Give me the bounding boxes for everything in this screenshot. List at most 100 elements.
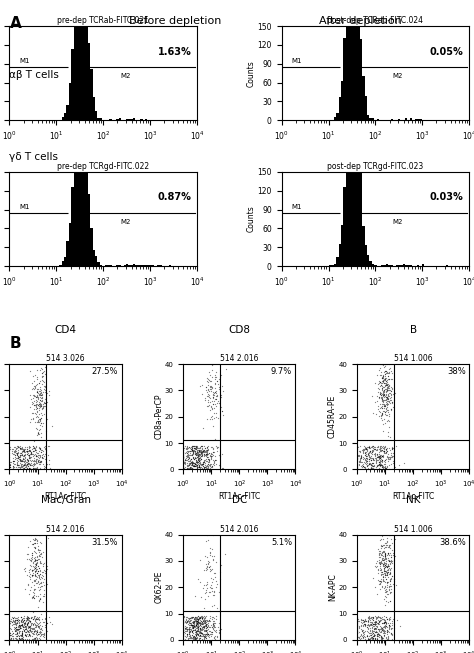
Point <box>379 628 387 638</box>
Point <box>23 454 31 465</box>
Point <box>180 459 187 470</box>
Point <box>200 613 208 623</box>
Point <box>207 404 214 415</box>
Point <box>206 393 213 404</box>
Point <box>180 611 188 622</box>
Point <box>31 390 38 401</box>
Point <box>33 374 40 385</box>
Point <box>209 613 216 624</box>
Point <box>367 628 374 638</box>
Point <box>377 565 385 575</box>
Point <box>204 629 211 639</box>
Point <box>370 449 377 459</box>
Point <box>380 630 388 641</box>
Point <box>356 455 364 466</box>
Point <box>385 622 393 633</box>
Point <box>193 450 201 460</box>
Point <box>201 616 209 626</box>
Point <box>40 376 47 387</box>
Point <box>387 449 395 460</box>
Point <box>379 390 386 400</box>
Point <box>361 454 369 464</box>
Point <box>188 626 195 636</box>
Point <box>374 390 381 401</box>
Point <box>205 375 212 385</box>
Point <box>381 551 389 562</box>
Point <box>208 544 216 554</box>
Point <box>361 454 369 465</box>
Point <box>33 633 40 643</box>
Point <box>185 622 193 633</box>
Point <box>363 444 370 454</box>
Point <box>33 451 40 461</box>
Point <box>25 456 32 466</box>
Point <box>201 449 208 459</box>
Point <box>194 459 201 470</box>
Point <box>16 633 23 643</box>
Point <box>37 571 45 582</box>
Point <box>383 539 391 550</box>
Point <box>33 614 41 624</box>
Point <box>370 460 378 470</box>
Y-axis label: CD8a-PerCP: CD8a-PerCP <box>154 394 163 439</box>
Point <box>39 387 46 398</box>
Point <box>381 370 389 381</box>
Point <box>382 617 390 628</box>
Point <box>198 380 206 390</box>
Point <box>22 627 29 637</box>
Point <box>382 463 389 473</box>
Point <box>199 613 207 623</box>
Point <box>38 452 46 462</box>
Point <box>6 611 13 622</box>
Point <box>388 443 395 453</box>
Point <box>384 379 392 389</box>
Point <box>203 629 210 640</box>
Point <box>180 626 187 637</box>
Point <box>374 442 382 453</box>
Point <box>197 453 204 464</box>
Point <box>180 617 187 628</box>
Point <box>16 443 24 454</box>
Point <box>390 549 397 560</box>
Point <box>18 630 26 641</box>
Point <box>194 450 202 460</box>
Point <box>193 452 201 462</box>
Point <box>21 626 29 637</box>
Bar <box>350 0 353 120</box>
Point <box>209 447 217 457</box>
Point <box>29 445 36 456</box>
Point <box>377 388 385 398</box>
Point <box>193 618 201 629</box>
Point <box>209 390 217 400</box>
Point <box>202 611 210 622</box>
Point <box>184 633 192 644</box>
Point <box>26 560 34 570</box>
Point <box>355 451 362 461</box>
Point <box>190 631 198 642</box>
Point <box>189 458 196 469</box>
Point <box>39 590 46 601</box>
Point <box>29 539 37 550</box>
Point <box>216 451 223 462</box>
Point <box>202 461 210 471</box>
Point <box>384 399 392 409</box>
Point <box>391 395 398 406</box>
Point <box>15 442 22 453</box>
Point <box>25 450 33 460</box>
Point <box>13 628 21 639</box>
Point <box>29 441 37 451</box>
Point <box>194 443 202 454</box>
Point <box>188 463 195 473</box>
Point <box>357 614 365 624</box>
Point <box>353 448 361 458</box>
Point <box>35 619 42 629</box>
Point <box>195 456 202 467</box>
Point <box>205 556 212 567</box>
Point <box>37 408 45 419</box>
Point <box>378 564 385 574</box>
Point <box>36 550 44 561</box>
Point <box>24 542 31 552</box>
Point <box>36 400 44 410</box>
Point <box>10 622 18 632</box>
Point <box>28 569 36 580</box>
